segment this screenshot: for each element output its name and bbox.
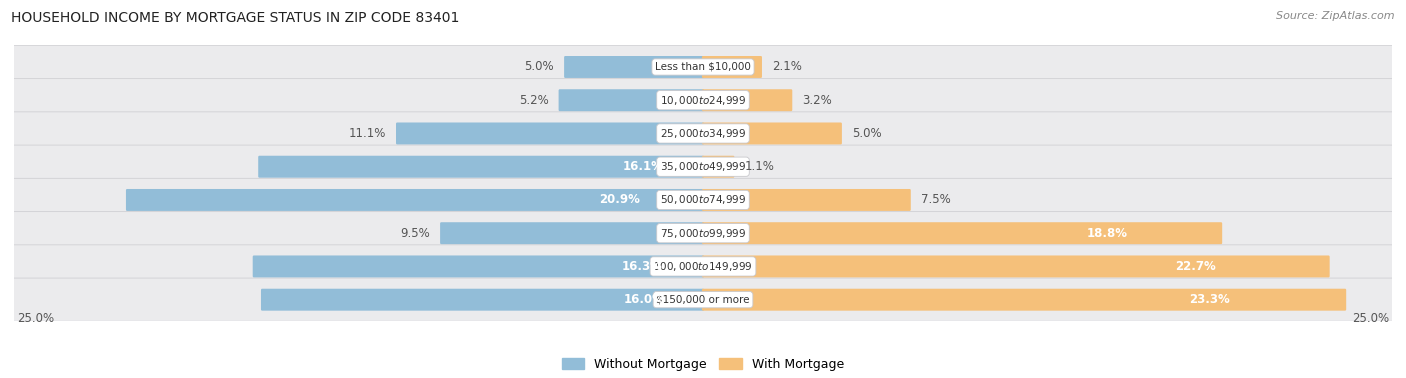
- Text: $25,000 to $34,999: $25,000 to $34,999: [659, 127, 747, 140]
- Text: 16.1%: 16.1%: [623, 160, 664, 173]
- FancyBboxPatch shape: [1, 278, 1405, 321]
- FancyBboxPatch shape: [702, 289, 1346, 311]
- FancyBboxPatch shape: [702, 189, 911, 211]
- FancyBboxPatch shape: [1, 79, 1405, 122]
- FancyBboxPatch shape: [702, 256, 1330, 277]
- Text: $150,000 or more: $150,000 or more: [657, 295, 749, 305]
- FancyBboxPatch shape: [1, 45, 1405, 88]
- FancyBboxPatch shape: [564, 56, 704, 78]
- Text: $50,000 to $74,999: $50,000 to $74,999: [659, 194, 747, 206]
- FancyBboxPatch shape: [440, 222, 704, 244]
- FancyBboxPatch shape: [558, 89, 704, 111]
- FancyBboxPatch shape: [127, 189, 704, 211]
- Text: 5.0%: 5.0%: [852, 127, 882, 140]
- Text: 23.3%: 23.3%: [1188, 293, 1229, 306]
- FancyBboxPatch shape: [702, 156, 734, 178]
- Text: 25.0%: 25.0%: [17, 313, 53, 325]
- Text: 2.1%: 2.1%: [772, 60, 801, 73]
- FancyBboxPatch shape: [396, 122, 704, 144]
- Text: HOUSEHOLD INCOME BY MORTGAGE STATUS IN ZIP CODE 83401: HOUSEHOLD INCOME BY MORTGAGE STATUS IN Z…: [11, 11, 460, 25]
- FancyBboxPatch shape: [1, 212, 1405, 255]
- Text: 25.0%: 25.0%: [1353, 313, 1389, 325]
- Text: 11.1%: 11.1%: [349, 127, 387, 140]
- Text: 18.8%: 18.8%: [1087, 227, 1128, 240]
- FancyBboxPatch shape: [702, 122, 842, 144]
- Text: 16.0%: 16.0%: [624, 293, 665, 306]
- Text: 16.3%: 16.3%: [621, 260, 664, 273]
- Text: 20.9%: 20.9%: [599, 194, 640, 206]
- FancyBboxPatch shape: [702, 56, 762, 78]
- Text: 1.1%: 1.1%: [744, 160, 775, 173]
- Text: 9.5%: 9.5%: [401, 227, 430, 240]
- Text: Less than $10,000: Less than $10,000: [655, 62, 751, 72]
- FancyBboxPatch shape: [1, 112, 1405, 155]
- FancyBboxPatch shape: [1, 145, 1405, 188]
- Legend: Without Mortgage, With Mortgage: Without Mortgage, With Mortgage: [557, 353, 849, 376]
- FancyBboxPatch shape: [253, 256, 704, 277]
- FancyBboxPatch shape: [1, 245, 1405, 288]
- Text: 5.0%: 5.0%: [524, 60, 554, 73]
- Text: $35,000 to $49,999: $35,000 to $49,999: [659, 160, 747, 173]
- FancyBboxPatch shape: [1, 178, 1405, 222]
- Text: 5.2%: 5.2%: [519, 94, 548, 107]
- Text: Source: ZipAtlas.com: Source: ZipAtlas.com: [1277, 11, 1395, 21]
- FancyBboxPatch shape: [702, 222, 1222, 244]
- FancyBboxPatch shape: [259, 156, 704, 178]
- FancyBboxPatch shape: [262, 289, 704, 311]
- Text: $10,000 to $24,999: $10,000 to $24,999: [659, 94, 747, 107]
- Text: 22.7%: 22.7%: [1175, 260, 1216, 273]
- Text: 3.2%: 3.2%: [803, 94, 832, 107]
- Text: $75,000 to $99,999: $75,000 to $99,999: [659, 227, 747, 240]
- Text: 7.5%: 7.5%: [921, 194, 950, 206]
- FancyBboxPatch shape: [702, 89, 793, 111]
- Text: $100,000 to $149,999: $100,000 to $149,999: [654, 260, 752, 273]
